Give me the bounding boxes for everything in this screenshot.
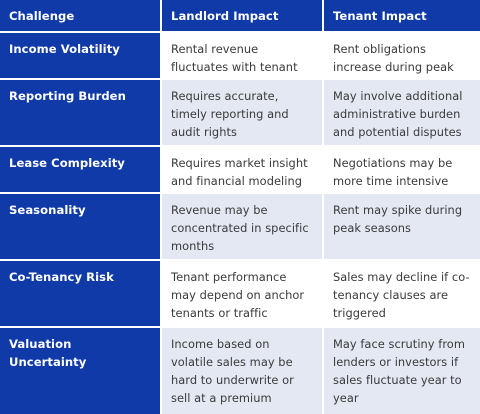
row-tenant-cell: May face scrutiny from lenders or invest… bbox=[324, 328, 480, 414]
row-landlord-cell: Income based on volatile sales may be ha… bbox=[162, 328, 322, 414]
row-challenge-label: Income Volatility bbox=[0, 33, 160, 78]
row-tenant-cell: Rent obligations increase during peak sa… bbox=[324, 33, 480, 92]
row-tenant-cell: Negotiations may be more time intensive bbox=[324, 147, 480, 192]
row-tenant-cell: Sales may decline if co-tenancy clauses … bbox=[324, 261, 480, 326]
row-challenge-label: Seasonality bbox=[0, 194, 160, 259]
row-challenge-label: Reporting Burden bbox=[0, 80, 160, 145]
row-challenge-label: Co-Tenancy Risk bbox=[0, 261, 160, 326]
row-landlord-cell: Requires market insight and financial mo… bbox=[162, 147, 322, 192]
row-landlord-cell: Requires accurate, timely reporting and … bbox=[162, 80, 322, 145]
header-challenge: Challenge bbox=[0, 0, 160, 31]
row-challenge-label: Valuation Uncertainty bbox=[0, 328, 160, 414]
row-challenge-label: Lease Complexity bbox=[0, 147, 160, 192]
row-landlord-cell: Tenant performance may depend on anchor … bbox=[162, 261, 322, 326]
header-landlord-impact: Landlord Impact bbox=[162, 0, 322, 31]
header-tenant-impact: Tenant Impact bbox=[324, 0, 480, 31]
row-tenant-cell: May involve additional administrative bu… bbox=[324, 80, 480, 145]
row-landlord-cell: Revenue may be concentrated in specific … bbox=[162, 194, 322, 259]
row-landlord-cell: Rental revenue fluctuates with tenant pe… bbox=[162, 33, 322, 92]
row-tenant-cell: Rent may spike during peak seasons bbox=[324, 194, 480, 259]
